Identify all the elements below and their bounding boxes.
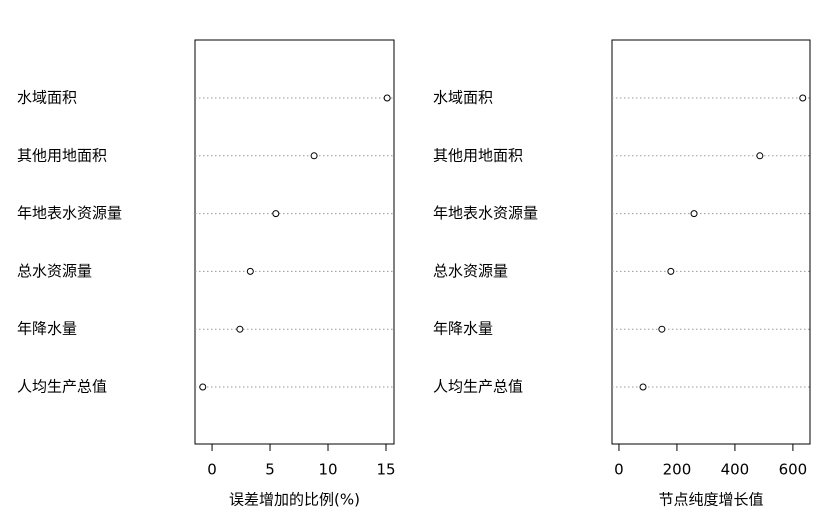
dot bbox=[383, 94, 391, 102]
dot bbox=[246, 267, 254, 275]
dot bbox=[236, 325, 244, 333]
x-tick-label: 5 bbox=[265, 461, 275, 479]
dot bbox=[756, 152, 764, 160]
dot bbox=[667, 267, 675, 275]
dot bbox=[658, 325, 666, 333]
dot bbox=[799, 94, 807, 102]
category-label: 人均生产总值 bbox=[433, 378, 523, 396]
x-tick-label: 400 bbox=[721, 461, 750, 479]
x-axis-label: 节点纯度增长值 bbox=[658, 491, 763, 509]
category-label: 总水资源量 bbox=[17, 262, 92, 280]
category-label: 年地表水资源量 bbox=[433, 204, 538, 222]
x-tick-label: 0 bbox=[207, 461, 217, 479]
category-label: 年地表水资源量 bbox=[17, 204, 122, 222]
dot bbox=[690, 210, 698, 218]
plot-frame bbox=[194, 39, 395, 445]
category-label: 年降水量 bbox=[433, 320, 493, 338]
category-label: 人均生产总值 bbox=[17, 378, 107, 396]
category-label: 水域面积 bbox=[433, 89, 493, 107]
dot bbox=[199, 383, 207, 391]
dot bbox=[310, 152, 318, 160]
x-axis-label: 误差增加的比例(%) bbox=[229, 491, 360, 509]
category-label: 其他用地面积 bbox=[433, 146, 523, 164]
category-label: 其他用地面积 bbox=[17, 146, 107, 164]
x-tick-label: 10 bbox=[318, 461, 337, 479]
category-label: 年降水量 bbox=[17, 320, 77, 338]
dot bbox=[272, 210, 280, 218]
x-tick-label: 0 bbox=[614, 461, 624, 479]
x-tick-label: 600 bbox=[779, 461, 808, 479]
x-tick-label: 15 bbox=[376, 461, 395, 479]
x-tick-label: 200 bbox=[663, 461, 692, 479]
dot bbox=[639, 383, 647, 391]
category-label: 总水资源量 bbox=[433, 262, 508, 280]
plot-frame bbox=[611, 39, 811, 445]
category-label: 水域面积 bbox=[17, 89, 77, 107]
